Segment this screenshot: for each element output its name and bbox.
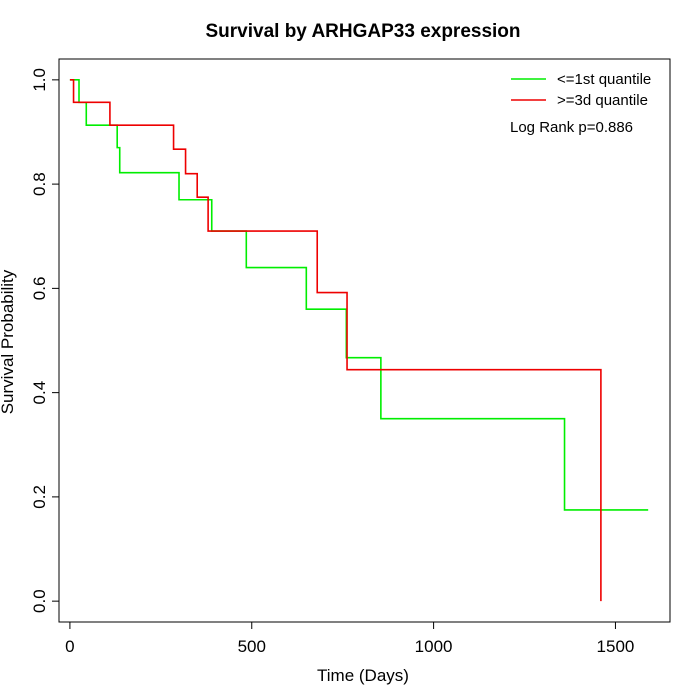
y-tick-label: 0.8 — [30, 172, 49, 196]
y-tick-label: 0.0 — [30, 589, 49, 613]
y-tick-label: 1.0 — [30, 68, 49, 92]
legend: <=1st quantile >=3d quantile — [511, 71, 651, 109]
plot-frame — [58, 58, 671, 623]
legend-label: >=3d quantile — [557, 92, 648, 109]
y-axis: 0.0 0.2 0.4 0.6 0.8 1.0 — [30, 68, 60, 613]
y-tick-label: 0.2 — [30, 485, 49, 509]
log-rank-annotation: Log Rank p=0.886 — [510, 119, 633, 136]
legend-label: <=1st quantile — [557, 71, 651, 88]
x-axis: 0 500 1000 1500 — [65, 621, 635, 656]
y-tick-label: 0.4 — [30, 381, 49, 405]
series-line-2 — [69, 79, 602, 602]
x-tick-label: 1000 — [415, 637, 453, 656]
x-tick-label: 1500 — [597, 637, 635, 656]
chart-title: Survival by ARHGAP33 expression — [205, 21, 520, 42]
x-tick-label: 0 — [65, 637, 74, 656]
y-axis-label: Survival Probability — [0, 269, 17, 414]
y-tick-label: 0.6 — [30, 277, 49, 301]
x-axis-label: Time (Days) — [317, 666, 409, 685]
series-layer — [69, 79, 649, 602]
series-line-1 — [69, 79, 649, 511]
x-tick-label: 500 — [238, 637, 266, 656]
